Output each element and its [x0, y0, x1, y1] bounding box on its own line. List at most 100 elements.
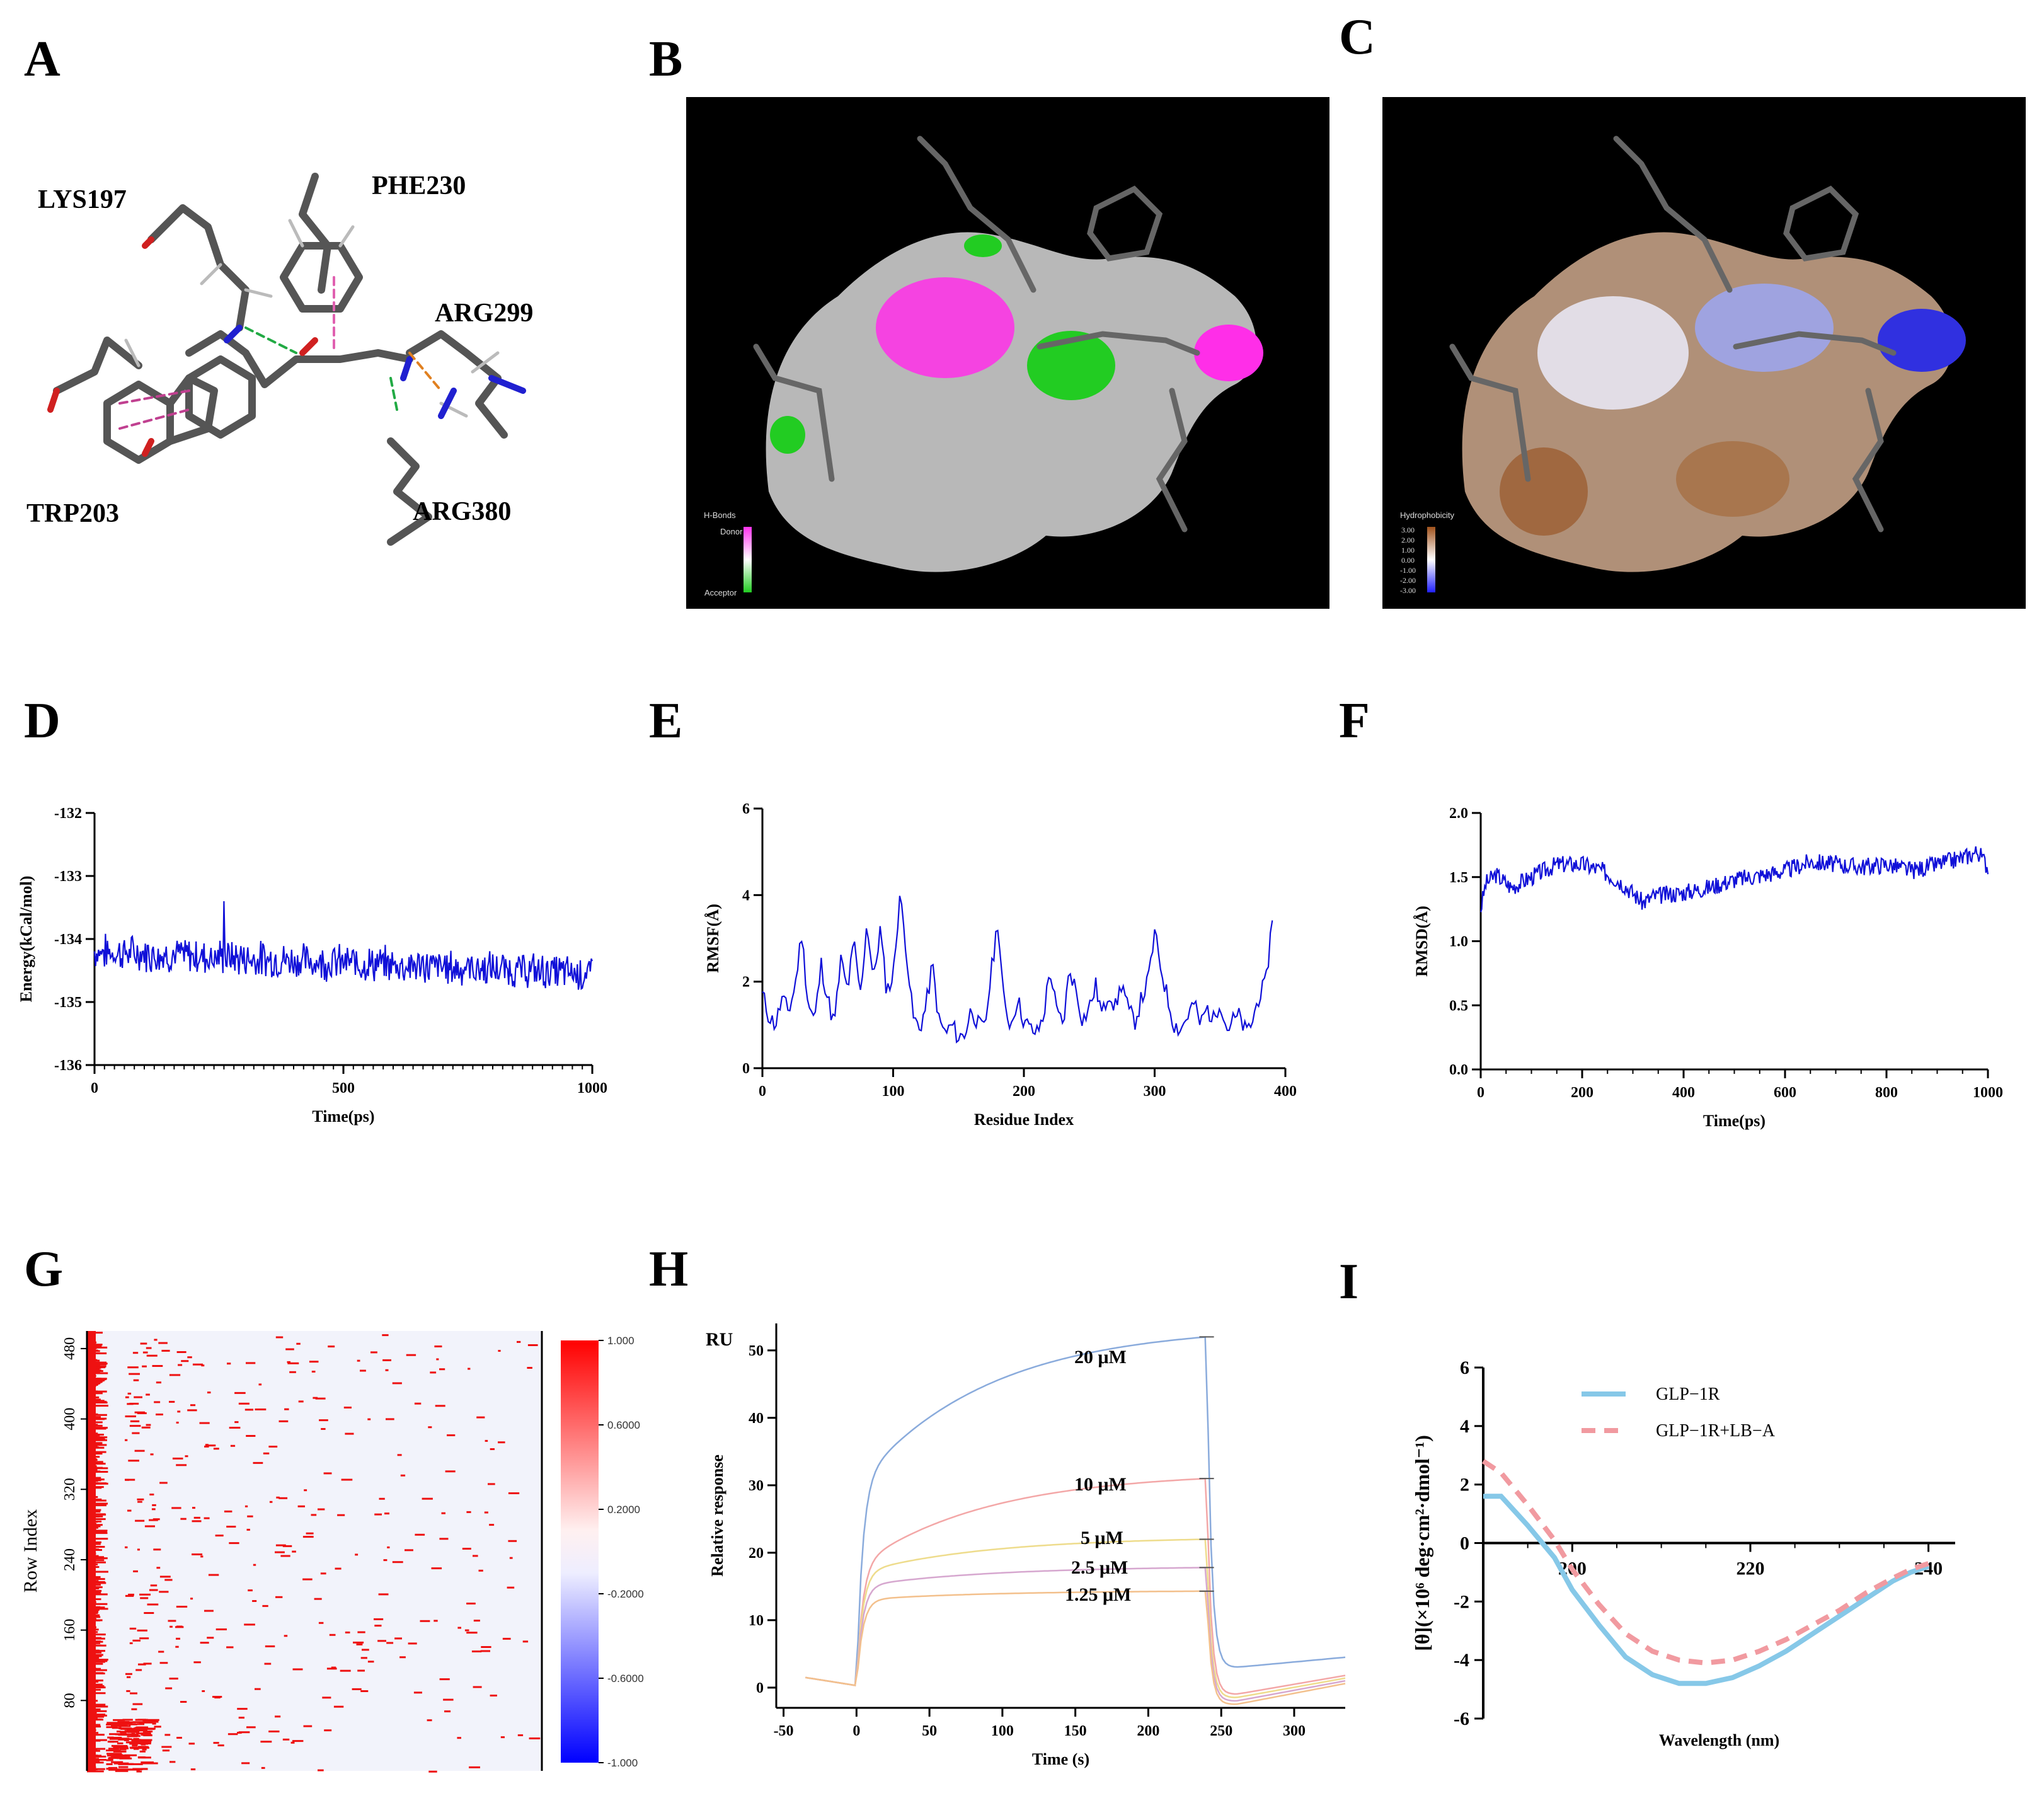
heatmap-cell	[204, 1445, 209, 1448]
heatmap-cell	[154, 1339, 158, 1341]
heatmap-cell	[140, 1342, 147, 1345]
heatmap-cell	[362, 1649, 369, 1651]
heatmap-cell	[130, 1420, 140, 1422]
spr-curve-0	[805, 1336, 1346, 1686]
heatmap-cell	[133, 1737, 139, 1740]
heatmap-cell	[384, 1512, 389, 1515]
heatmap-cell	[181, 1360, 189, 1362]
heatmap-cell	[386, 1642, 394, 1644]
cd-curve-0	[1483, 1494, 1929, 1686]
heatmap-cell	[154, 1725, 161, 1728]
heatmap-cell	[263, 1452, 270, 1454]
heatmap-cell	[143, 1662, 152, 1665]
heatmap-cell	[132, 1352, 139, 1354]
heatmap-cell	[106, 1749, 121, 1752]
heatmap-cell	[150, 1453, 154, 1456]
heatmap-cell	[311, 1514, 317, 1516]
heatmap-cell	[466, 1511, 471, 1513]
heatmap-cell	[87, 1467, 108, 1470]
heatmap-cell	[318, 1508, 325, 1511]
heatmap-cell	[112, 1745, 128, 1747]
heatmap-cell	[141, 1426, 151, 1429]
heatmap-cell	[87, 1557, 108, 1560]
residue-label-trp203: TRP203	[26, 499, 119, 528]
heatmap-cell	[382, 1359, 391, 1361]
heatmap-cell	[87, 1502, 108, 1505]
x-axis-label: Time (s)	[1032, 1750, 1089, 1768]
heatmap-cell	[353, 1641, 364, 1644]
heatmap-cell	[378, 1593, 389, 1596]
hbond-legend-acceptor: Acceptor	[704, 588, 737, 597]
heatmap-cell	[130, 1692, 137, 1695]
heatmap-cell	[135, 1719, 148, 1721]
heatmap-cell	[106, 1726, 118, 1729]
heatmap-cell	[284, 1408, 289, 1410]
heatmap-cell	[156, 1381, 161, 1384]
hydrophobicity-legend-title: Hydrophobicity	[1400, 510, 1454, 520]
heatmap-cell	[140, 1597, 149, 1599]
heatmap-cell	[394, 1637, 402, 1640]
heatmap-cell	[122, 1719, 133, 1721]
x-tick-label-1: 100	[882, 1083, 905, 1100]
spr-curve-2	[805, 1538, 1346, 1698]
heatmap-cell	[345, 1432, 354, 1435]
rmsf-line	[762, 896, 1273, 1044]
heatmap-cell	[118, 1723, 125, 1725]
hydro-value-1: 2.00	[1401, 536, 1415, 544]
heatmap-cell	[462, 1548, 471, 1550]
heatmap-cell	[321, 1428, 326, 1430]
heatmap-cell	[468, 1368, 471, 1370]
heatmap-cell	[87, 1659, 108, 1661]
heatmap-cell	[227, 1362, 231, 1365]
heatmap-cell	[255, 1408, 267, 1410]
heatmap-cell	[127, 1676, 131, 1678]
heatmap-cell	[124, 1730, 131, 1732]
heatmap-cell	[213, 1742, 219, 1744]
heatmap-cell	[302, 1536, 314, 1538]
heatmap-cell	[137, 1501, 142, 1503]
x-tick-label-1: 220	[1736, 1558, 1764, 1579]
heatmap-cell	[190, 1598, 193, 1600]
y-tick-label-0: 0	[742, 1061, 750, 1077]
heatmap-cell	[129, 1723, 137, 1725]
heatmap-cell	[127, 1731, 139, 1733]
spr-curve-1	[805, 1477, 1346, 1695]
heatmap-cell	[138, 1663, 146, 1666]
heatmap-cell	[87, 1513, 106, 1516]
heatmap-cell	[192, 1507, 195, 1509]
heatmap-cell	[282, 1738, 290, 1741]
heatmap-cell	[382, 1334, 389, 1337]
heatmap-cell	[340, 1669, 351, 1672]
y-tick-label-5: 480	[62, 1337, 78, 1360]
x-axis-label: Residue Index	[974, 1110, 1074, 1129]
heatmap-cell	[161, 1746, 172, 1748]
y-axis-label: [θ](×10⁶ deg·cm²·dmol⁻¹)	[1411, 1435, 1433, 1651]
heatmap-cell	[246, 1362, 256, 1364]
y-axis-label: Energy(kCal/mol)	[17, 876, 35, 1003]
panel-label-a: A	[24, 32, 60, 87]
heatmap-cell	[246, 1528, 250, 1531]
heatmap-cell	[176, 1606, 188, 1608]
heatmap-cell	[87, 1451, 106, 1453]
y-tick-label-4: 2.0	[1449, 805, 1468, 822]
heatmap-cell	[135, 1669, 142, 1671]
heatmap-cell	[142, 1351, 148, 1354]
spr-curve-label-2: 5 μM	[1081, 1528, 1123, 1548]
heatmap-cell	[374, 1513, 382, 1516]
x-tick-label-3: 100	[991, 1723, 1014, 1739]
heatmap-cell	[522, 1640, 529, 1643]
heatmap-cell	[131, 1739, 140, 1742]
heatmap-cell	[313, 1397, 318, 1399]
heatmap-cell	[213, 1448, 219, 1450]
heatmap-cell	[87, 1672, 105, 1674]
heatmap-cell	[115, 1770, 129, 1772]
heatmap-cell	[264, 1662, 272, 1665]
heatmap-cell	[87, 1603, 108, 1605]
heatmap-cell	[132, 1639, 141, 1642]
heatmap-cell	[498, 1441, 505, 1444]
heatmap-cell	[355, 1553, 359, 1556]
heatmap-cell	[374, 1625, 382, 1627]
heatmap-cell	[357, 1631, 365, 1633]
x-tick-label-1: 500	[332, 1080, 355, 1097]
